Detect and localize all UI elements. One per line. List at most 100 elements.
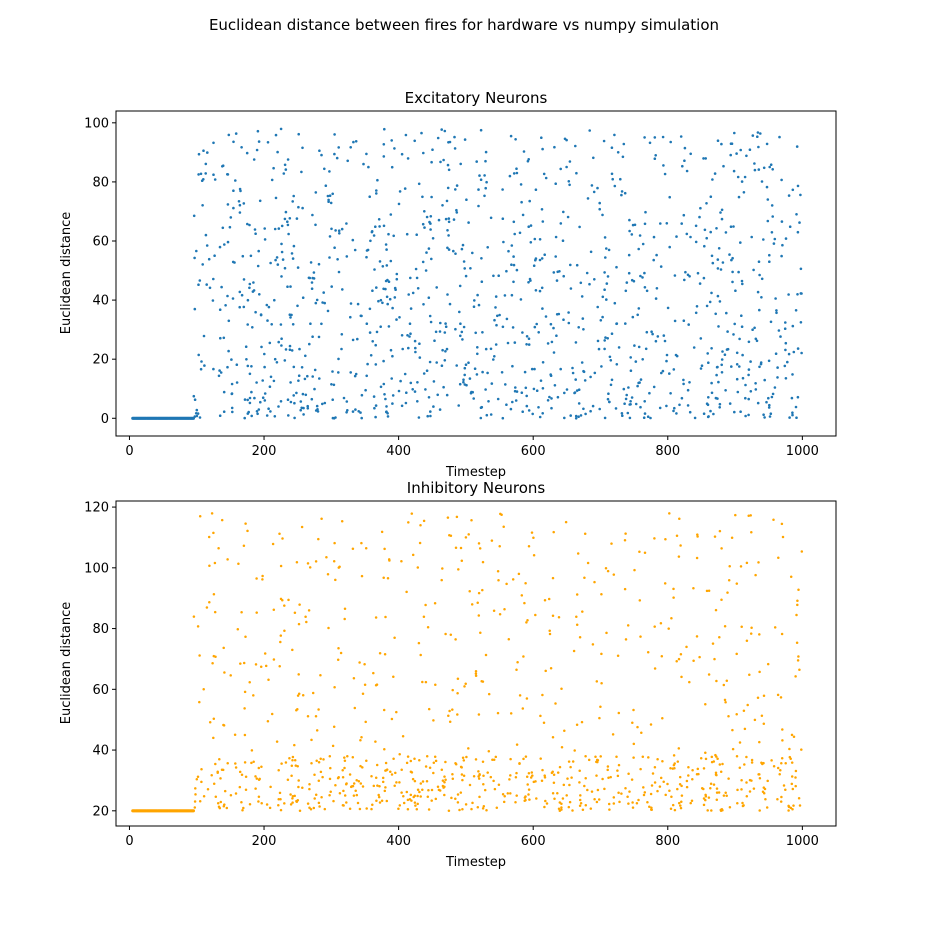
excitatory-point (230, 392, 234, 395)
inhibitory-point (434, 759, 438, 763)
excitatory-point (280, 224, 284, 228)
excitatory-point (668, 195, 671, 199)
excitatory-point (337, 146, 341, 149)
excitatory-point (235, 363, 239, 367)
inhibitory-point (300, 525, 304, 529)
excitatory-point (558, 270, 561, 273)
excitatory-point (520, 391, 524, 395)
inhibitory-point (779, 800, 783, 803)
inhibitory-point (572, 649, 576, 653)
excitatory-point (267, 305, 271, 309)
inhibitory-point (384, 786, 387, 789)
excitatory-point (628, 229, 631, 233)
excitatory-point (598, 207, 601, 211)
excitatory-point (502, 240, 505, 244)
inhibitory-point (434, 797, 438, 801)
excitatory-point (627, 386, 630, 389)
inhibitory-point (509, 757, 512, 761)
inhibitory-point (398, 781, 401, 784)
excitatory-point (493, 355, 496, 358)
inhibitory-point (610, 542, 613, 545)
excitatory-point (639, 405, 642, 409)
excitatory-point (268, 341, 272, 345)
excitatory-point (519, 183, 523, 186)
inhibitory-point (386, 577, 390, 580)
excitatory-point (372, 234, 376, 237)
excitatory-point (699, 367, 703, 370)
inhibitory-point (575, 615, 578, 618)
excitatory-point (297, 132, 301, 136)
inhibitory-point (509, 792, 512, 795)
inhibitory-point (646, 650, 650, 654)
inhibitory-point (336, 658, 340, 661)
inhibitory-point (725, 679, 729, 683)
excitatory-point (756, 401, 760, 405)
excitatory-point (311, 335, 314, 339)
excitatory-point (790, 396, 794, 400)
inhibitory-point (638, 599, 642, 602)
excitatory-point (477, 303, 481, 307)
excitatory-point (760, 277, 764, 281)
excitatory-point (204, 172, 207, 175)
excitatory-point (787, 293, 790, 296)
inhibitory-point (433, 602, 437, 605)
inhibitory-point (462, 759, 466, 762)
excitatory-point (328, 235, 332, 238)
inhibitory-point (359, 739, 362, 742)
inhibitory-point (382, 576, 385, 580)
excitatory-point (578, 225, 581, 229)
excitatory-point (382, 143, 386, 146)
inhibitory-point (238, 785, 242, 789)
inhibitory-point (552, 781, 556, 785)
excitatory-point (385, 295, 389, 299)
inhibitory-point (649, 792, 653, 796)
excitatory-point (374, 343, 378, 347)
excitatory-point (749, 390, 753, 393)
inhibitory-point (481, 807, 485, 810)
inhibitory-point (745, 639, 749, 642)
excitatory-point (375, 189, 378, 192)
inhibitory-point (692, 659, 695, 662)
inhibitory-point (363, 662, 366, 666)
inhibitory-point (261, 578, 264, 581)
excitatory-point (688, 381, 691, 384)
inhibitory-point (217, 805, 221, 808)
excitatory-point (766, 198, 770, 201)
excitatory-point (757, 260, 761, 264)
excitatory-point (601, 295, 605, 299)
excitatory-point (779, 335, 782, 338)
inhibitory-point (305, 620, 308, 624)
excitatory-point (550, 406, 553, 410)
inhibitory-point (748, 673, 751, 677)
excitatory-point (227, 133, 231, 137)
inhibitory-point (216, 770, 219, 773)
excitatory-point (541, 361, 545, 364)
inhibitory-point (624, 532, 627, 535)
excitatory-point (365, 152, 368, 156)
excitatory-point (621, 155, 625, 159)
inhibitory-point (400, 560, 403, 563)
inhibitory-point (343, 794, 347, 797)
excitatory-point (321, 402, 324, 406)
excitatory-point (332, 383, 336, 387)
excitatory-point (610, 378, 614, 382)
excitatory-point (203, 364, 206, 367)
excitatory-point (505, 317, 509, 321)
excitatory-point (250, 365, 253, 368)
excitatory-point (725, 348, 729, 351)
inhibitory-baseline (131, 809, 195, 813)
inhibitory-point (570, 776, 573, 779)
excitatory-point (383, 393, 386, 396)
inhibitory-point (338, 792, 342, 795)
inhibitory-point (780, 756, 784, 760)
excitatory-point (515, 167, 518, 170)
excitatory-point (707, 361, 710, 365)
excitatory-point (328, 170, 331, 173)
inhibitory-point (382, 708, 386, 712)
inhibitory-point (413, 757, 416, 760)
excitatory-point (428, 360, 432, 364)
inhibitory-point (659, 622, 663, 625)
inhibitory-point (772, 764, 776, 768)
excitatory-point (409, 307, 413, 310)
excitatory-point (733, 322, 736, 326)
